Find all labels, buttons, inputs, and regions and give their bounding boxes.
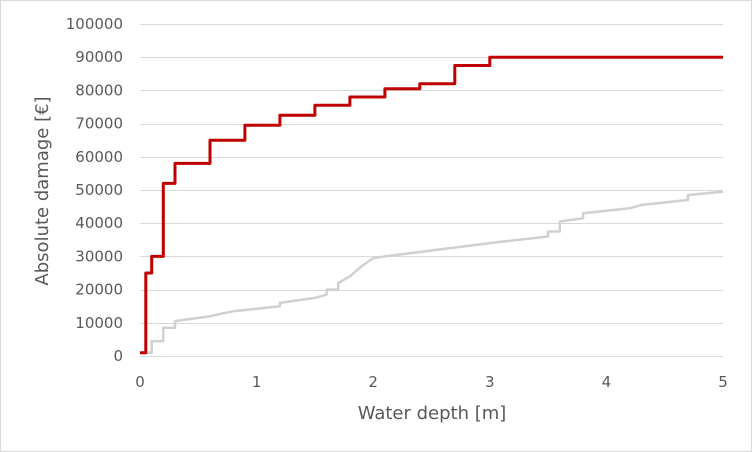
y-tick-label: 30000 — [75, 247, 123, 265]
x-tick-label: 2 — [368, 373, 378, 391]
x-tick-label: 0 — [135, 373, 145, 391]
x-tick-label: 4 — [602, 373, 612, 391]
y-tick-label: 20000 — [75, 281, 123, 299]
y-tick-label: 0 — [113, 347, 123, 365]
series-line-gray — [140, 190, 724, 354]
label-layer: 0 10000 20000 30000 40000 50000 60000 70000 8000… — [66, 15, 728, 391]
y-axis-title: Absolute damage [€] — [32, 96, 53, 285]
grid-layer — [140, 24, 723, 324]
series-layer — [140, 55, 724, 355]
series-line-red — [140, 55, 723, 355]
y-tick-label: 60000 — [75, 148, 123, 166]
x-tick-label: 5 — [718, 373, 728, 391]
y-tick-label: 80000 — [75, 81, 123, 99]
y-tick-label: 90000 — [75, 48, 123, 66]
x-tick-label: 3 — [485, 373, 495, 391]
y-tick-label: 10000 — [75, 314, 123, 332]
y-tick-label: 100000 — [66, 15, 123, 33]
y-tick-label: 40000 — [75, 214, 123, 232]
y-tick-label: 50000 — [75, 181, 123, 199]
x-axis-title: Water depth [m] — [358, 403, 507, 424]
x-tick-label: 1 — [252, 373, 262, 391]
y-tick-label: 70000 — [75, 115, 123, 133]
